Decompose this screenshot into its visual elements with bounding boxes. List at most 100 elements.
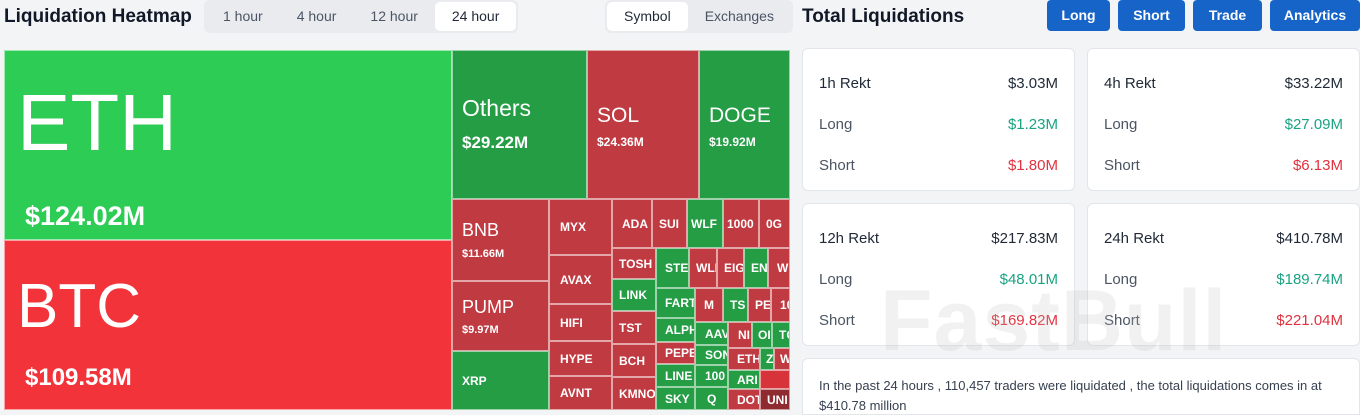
cell-symbol: TC [779, 328, 789, 342]
cell-symbol: AVNT [560, 386, 592, 400]
cell-symbol: Z [766, 352, 774, 366]
heatmap-cell-tst[interactable]: TST [612, 311, 656, 344]
time-option-1h[interactable]: 1 hour [223, 8, 263, 24]
cell-symbol: ADA [622, 216, 648, 231]
cell-symbol: EN [751, 261, 768, 275]
heatmap-cell-extra[interactable] [760, 370, 790, 389]
cell-symbol: 1000 [727, 216, 754, 231]
heatmap-cell-ni[interactable]: NI [728, 322, 752, 348]
cell-symbol: SKY [665, 391, 690, 406]
heatmap-cell-avnt[interactable]: AVNT [549, 376, 612, 410]
cell-symbol: UNI [767, 392, 788, 407]
short-label: Short [819, 311, 855, 329]
heatmap-cell-alph[interactable]: ALPH [656, 318, 695, 342]
card-label: 4h Rekt [1104, 74, 1156, 92]
heatmap-cell-link[interactable]: LINK [612, 279, 656, 311]
cell-symbol: WLF [691, 216, 717, 231]
heatmap-cell-ada[interactable]: ADA [612, 199, 652, 248]
heatmap-cell-son[interactable]: SON [695, 345, 728, 365]
cell-symbol: 10 [780, 298, 789, 312]
cell-symbol: LINK [619, 288, 647, 302]
heatmap-cell-oi[interactable]: OI [752, 322, 772, 348]
heatmap-cell-tosh[interactable]: TOSH [612, 248, 656, 279]
heatmap-cell-sui[interactable]: SUI [652, 199, 687, 248]
heatmap-cell-ste[interactable]: STE [656, 248, 689, 288]
heatmap-cell-pe[interactable]: PE [748, 288, 771, 322]
long-value: $189.74M [1276, 270, 1343, 288]
heatmap-cell-dot[interactable]: DOT [728, 389, 760, 410]
time-option-24h[interactable]: 24 hour [434, 2, 517, 31]
view-mode-selector: Symbol Exchanges [605, 0, 793, 33]
heatmap-cell-myx[interactable]: MYX [549, 199, 612, 255]
heatmap-cell-doge[interactable]: DOGE $19.92M [699, 50, 790, 199]
short-value: $6.13M [1292, 156, 1343, 174]
heatmap-cell-aav[interactable]: AAV [695, 322, 728, 345]
heatmap-cell-hifi[interactable]: HIFI [549, 304, 612, 341]
view-option-symbol[interactable]: Symbol [607, 2, 688, 31]
time-option-4h[interactable]: 4 hour [296, 8, 337, 24]
heatmap-cell-en[interactable]: EN [744, 248, 768, 288]
cell-symbol: TOSH [619, 256, 653, 271]
heatmap-cell-z[interactable]: Z [760, 348, 774, 370]
cell-amount: $24.36M [597, 135, 644, 149]
cell-symbol: SOL [597, 104, 640, 127]
trade-button[interactable]: Trade [1193, 0, 1262, 31]
heatmap-cell-10[interactable]: 10 [771, 288, 790, 322]
heatmap-cell-others[interactable]: Others $29.22M [452, 50, 587, 199]
heatmap-cell-sky[interactable]: SKY [656, 387, 695, 410]
heatmap-cell-wli[interactable]: WLI [689, 248, 717, 288]
cell-symbol: AAV [705, 326, 728, 341]
time-option-12h[interactable]: 12 hour [370, 8, 418, 24]
cell-amount: $29.22M [462, 133, 529, 152]
rekt-card-1h: 1h Rekt $3.03M Long $1.23M Short $1.80M [802, 48, 1075, 191]
liquidation-summary: In the past 24 hours , 110,457 traders w… [802, 358, 1360, 415]
heatmap-cell-bch[interactable]: BCH [612, 344, 656, 377]
heatmap-cell-btc[interactable]: BTC $109.58M [4, 240, 452, 410]
heatmap-cell-ari[interactable]: ARI [728, 370, 760, 389]
heatmap-cell-pump[interactable]: PUMP $9.97M [452, 281, 549, 351]
short-label: Short [819, 156, 855, 174]
heatmap-cell-line[interactable]: LINE [656, 364, 695, 387]
card-total: $217.83M [991, 229, 1058, 247]
cell-symbol: AVAX [560, 272, 592, 287]
short-button[interactable]: Short [1118, 0, 1185, 31]
heatmap-cell-hype[interactable]: HYPE [549, 341, 612, 376]
heatmap-cell-100[interactable]: 100 [695, 365, 728, 387]
heatmap-cell-eig[interactable]: EIG [717, 248, 744, 288]
heatmap-cell-1000[interactable]: 1000 [723, 199, 759, 248]
heatmap-cell-tc[interactable]: TC [772, 322, 790, 348]
heatmap-cell-ts[interactable]: TS [723, 288, 748, 322]
cell-symbol: EIG [724, 261, 744, 275]
heatmap-cell-w2[interactable]: W [774, 348, 790, 370]
heatmap-cell-wlf[interactable]: WLF [687, 199, 723, 248]
cell-symbol: HIFI [560, 315, 583, 330]
heatmap-cell-kmno[interactable]: KMNO [612, 377, 656, 410]
heatmap-cell-fart[interactable]: FART [656, 288, 695, 318]
heatmap-cell-m[interactable]: M [695, 288, 723, 322]
cell-symbol: FART [665, 296, 695, 310]
heatmap-cell-pepe[interactable]: PEPE [656, 342, 695, 364]
cell-symbol: TS [730, 298, 746, 312]
heatmap-cell-eth-small[interactable]: ETH [728, 348, 760, 370]
card-label: 12h Rekt [819, 229, 880, 247]
cell-symbol: ETH [17, 78, 177, 167]
heatmap-cell-uni[interactable]: UNI [760, 389, 790, 410]
heatmap-cell-eth[interactable]: ETH $124.02M [4, 50, 452, 240]
heatmap-cell-sol[interactable]: SOL $24.36M [587, 50, 699, 199]
long-value: $27.09M [1284, 115, 1343, 133]
heatmap-cell-q[interactable]: Q [695, 387, 728, 410]
heatmap-cell-w1[interactable]: W [768, 248, 790, 288]
liquidation-heatmap: ETH $124.02M BTC $109.58M Others $29.22M… [4, 50, 790, 410]
cell-symbol: BNB [462, 220, 500, 240]
analytics-button[interactable]: Analytics [1270, 0, 1360, 31]
heatmap-cell-bnb[interactable]: BNB $11.66M [452, 199, 549, 281]
heatmap-cell-0g[interactable]: 0G [759, 199, 790, 248]
card-total: $33.22M [1284, 74, 1343, 92]
heatmap-cell-avax[interactable]: AVAX [549, 255, 612, 304]
short-label: Short [1104, 311, 1140, 329]
view-option-exchanges[interactable]: Exchanges [704, 8, 774, 24]
heatmap-cell-xrp[interactable]: XRP [452, 351, 549, 410]
long-button[interactable]: Long [1047, 0, 1110, 31]
cell-symbol: ALPH [665, 323, 695, 337]
cell-symbol: DOGE [709, 104, 771, 127]
